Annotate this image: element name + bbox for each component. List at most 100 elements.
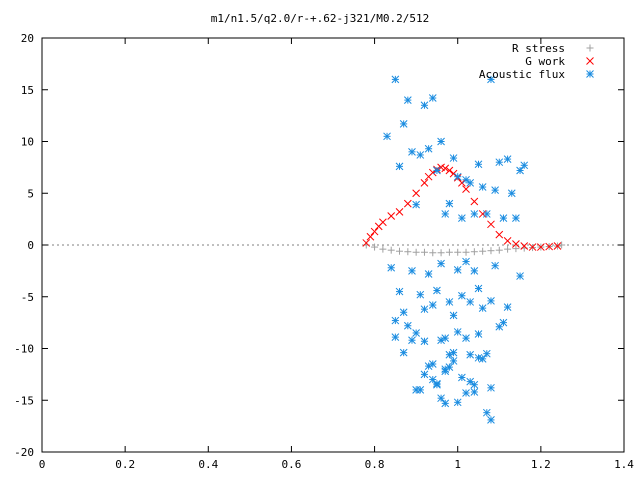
data-point (470, 210, 479, 218)
data-point (445, 166, 454, 175)
data-point (399, 120, 408, 128)
data-point (387, 263, 396, 272)
data-point (516, 272, 524, 280)
data-point (503, 155, 512, 163)
data-point (445, 199, 454, 208)
series-g-work (362, 163, 562, 251)
data-point (379, 245, 387, 253)
data-point (470, 248, 478, 256)
data-point (441, 164, 450, 173)
data-point (454, 248, 462, 256)
data-point (428, 94, 437, 102)
x-tick-label: 0 (39, 458, 46, 471)
data-point (449, 357, 458, 365)
data-point (503, 303, 512, 311)
data-point (491, 186, 499, 194)
y-tick-label: 10 (21, 136, 34, 149)
data-point (462, 175, 470, 184)
chart-title: m1/n1.5/q2.0/r-+.62-j321/M0.2/512 (211, 12, 430, 25)
data-point (403, 96, 412, 104)
data-point (482, 210, 491, 218)
data-point (449, 154, 458, 162)
data-point (433, 379, 441, 388)
data-point (412, 248, 420, 256)
data-point (412, 329, 420, 337)
data-point (404, 248, 412, 256)
data-point (458, 291, 466, 300)
data-point (416, 290, 425, 299)
data-point (420, 370, 429, 379)
data-point (528, 243, 537, 251)
data-point (449, 348, 458, 357)
data-point (466, 179, 475, 187)
data-point (387, 212, 396, 220)
data-point (520, 242, 529, 250)
data-point (474, 353, 483, 362)
data-point (424, 144, 433, 153)
data-point (470, 267, 479, 275)
data-point (395, 162, 404, 171)
data-point (495, 322, 504, 331)
data-point (420, 337, 429, 346)
data-point (482, 408, 491, 417)
x-tick-label: 0.4 (198, 458, 218, 471)
data-point (424, 270, 433, 278)
data-point (395, 208, 404, 216)
data-point (428, 301, 437, 309)
data-point (391, 75, 400, 84)
data-point (470, 197, 479, 206)
data-point (462, 334, 470, 343)
legend-label: G work (525, 55, 565, 68)
data-point (437, 259, 445, 268)
data-point (408, 336, 416, 345)
data-point (470, 380, 479, 389)
data-point (487, 220, 495, 229)
data-point (558, 241, 566, 249)
y-tick-label: 20 (21, 32, 34, 45)
data-point (516, 166, 524, 175)
data-point (503, 237, 512, 245)
legend-label: R stress (512, 42, 565, 55)
data-point (441, 210, 450, 218)
data-point (395, 287, 404, 296)
data-point (466, 377, 475, 386)
y-tick-label: -5 (21, 291, 34, 304)
data-point (466, 350, 475, 359)
x-tick-label: 1.4 (614, 458, 634, 471)
data-point (420, 305, 429, 314)
legend-marker (586, 44, 594, 52)
data-point (458, 179, 466, 187)
legend-label: Acoustic flux (479, 68, 565, 81)
data-point (478, 183, 487, 191)
y-tick-label: 0 (27, 239, 34, 252)
data-point (424, 362, 433, 370)
data-point (487, 297, 495, 305)
data-point (495, 230, 504, 239)
data-point (487, 383, 495, 392)
data-point (445, 248, 453, 256)
data-point (512, 240, 520, 248)
legend-marker (586, 57, 594, 65)
data-point (408, 147, 416, 156)
data-point (399, 308, 408, 317)
data-point (391, 333, 400, 341)
data-point (474, 284, 483, 293)
data-point (387, 246, 395, 254)
data-point (453, 328, 462, 336)
data-point (470, 388, 479, 396)
data-point (462, 257, 470, 266)
legend-marker (586, 70, 594, 78)
data-point (370, 227, 379, 236)
data-point (371, 243, 379, 251)
data-point (366, 232, 375, 241)
data-point (466, 298, 475, 306)
data-point (391, 316, 400, 325)
data-point (453, 398, 462, 407)
data-point (396, 247, 404, 255)
y-tick-label: 15 (21, 84, 34, 97)
data-point (474, 330, 483, 338)
data-point (403, 199, 412, 208)
data-point (441, 365, 450, 374)
data-point (507, 189, 516, 198)
axis-ticks: 0 0.2 0.4 0.6 0.8 1 1.2 1.4 -20 -15 -10 -5 0 5 10 15 20 (14, 32, 634, 471)
